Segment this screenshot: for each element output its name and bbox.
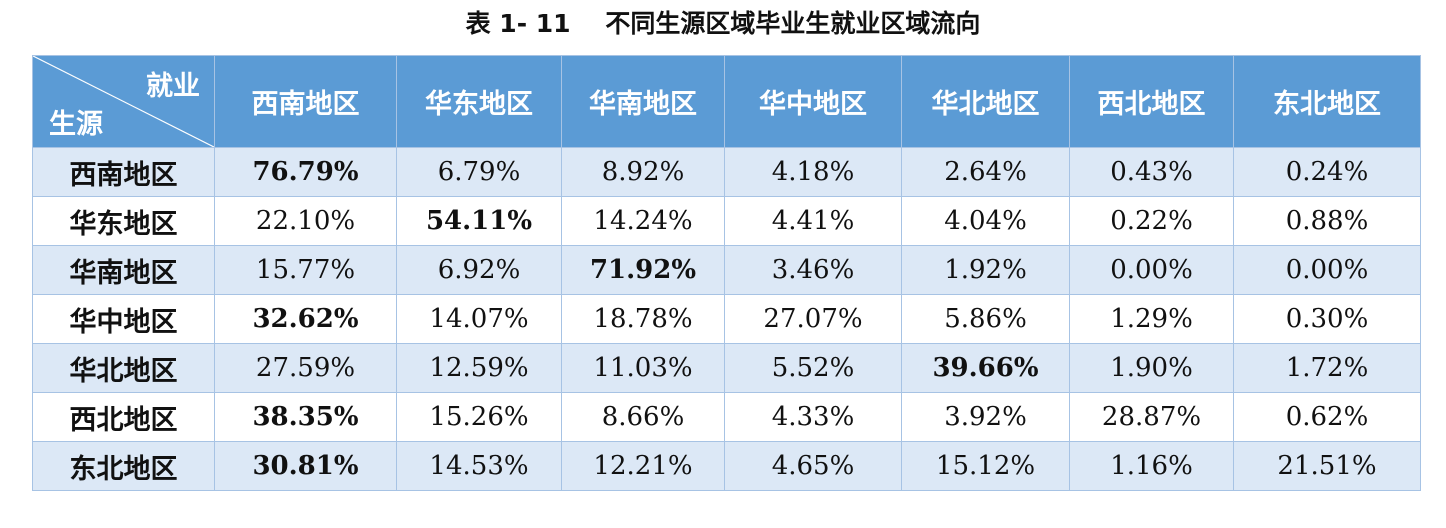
- value-cell: 18.78%: [561, 294, 725, 344]
- row-header: 华东地区: [32, 196, 215, 246]
- corner-cell: 就业 生源: [32, 55, 215, 148]
- value-cell: 14.07%: [396, 294, 562, 344]
- row-header: 西北地区: [32, 392, 215, 442]
- table-row: 西北地区 38.35% 15.26% 8.66% 4.33% 3.92% 28.87% 0.6…: [32, 392, 1421, 442]
- value-cell: 0.30%: [1233, 294, 1421, 344]
- column-header: 西南地区: [214, 55, 397, 148]
- value-cell: 8.66%: [561, 392, 725, 442]
- value-cell: 4.18%: [724, 147, 902, 197]
- value-cell: 22.10%: [214, 196, 397, 246]
- highlight-cell: 76.79%: [214, 147, 397, 197]
- highlight-cell: 38.35%: [214, 392, 397, 442]
- flow-table: 就业 生源 西南地区 华东地区 华南地区 华中地区 华北地区 西北地区 东北地区…: [32, 55, 1421, 491]
- table-row: 华东地区 22.10% 54.11% 14.24% 4.41% 4.04% 0.22% 0.8…: [32, 196, 1421, 246]
- value-cell: 5.86%: [901, 294, 1070, 344]
- highlight-cell: 30.81%: [214, 441, 397, 491]
- value-cell: 3.46%: [724, 245, 902, 295]
- table-row: 西南地区 76.79% 6.79% 8.92% 4.18% 2.64% 0.43% 0.24%: [32, 147, 1421, 197]
- value-cell: 0.22%: [1069, 196, 1234, 246]
- value-cell: 6.92%: [396, 245, 562, 295]
- column-header: 华东地区: [396, 55, 562, 148]
- column-header: 华南地区: [561, 55, 725, 148]
- value-cell: 0.62%: [1233, 392, 1421, 442]
- value-cell: 1.72%: [1233, 343, 1421, 393]
- value-cell: 4.41%: [724, 196, 902, 246]
- value-cell: 1.90%: [1069, 343, 1234, 393]
- highlight-cell: 32.62%: [214, 294, 397, 344]
- table-caption: 表 1- 11 不同生源区域毕业生就业区域流向: [465, 9, 981, 38]
- value-cell: 6.79%: [396, 147, 562, 197]
- diagonal-divider: [33, 56, 214, 147]
- table-body: 西南地区 76.79% 6.79% 8.92% 4.18% 2.64% 0.43% 0.24%…: [32, 147, 1421, 491]
- table-row: 华南地区 15.77% 6.92% 71.92% 3.46% 1.92% 0.00% 0.00…: [32, 245, 1421, 295]
- row-header: 西南地区: [32, 147, 215, 197]
- value-cell: 27.07%: [724, 294, 902, 344]
- value-cell: 1.16%: [1069, 441, 1234, 491]
- header-row: 就业 生源 西南地区 华东地区 华南地区 华中地区 华北地区 西北地区 东北地区: [32, 55, 1421, 148]
- corner-employment-label: 就业: [146, 71, 200, 102]
- value-cell: 1.29%: [1069, 294, 1234, 344]
- value-cell: 3.92%: [901, 392, 1070, 442]
- corner-source-label: 生源: [49, 109, 103, 140]
- value-cell: 0.24%: [1233, 147, 1421, 197]
- value-cell: 4.65%: [724, 441, 902, 491]
- value-cell: 0.88%: [1233, 196, 1421, 246]
- value-cell: 1.92%: [901, 245, 1070, 295]
- value-cell: 15.26%: [396, 392, 562, 442]
- value-cell: 15.77%: [214, 245, 397, 295]
- value-cell: 14.53%: [396, 441, 562, 491]
- value-cell: 0.43%: [1069, 147, 1234, 197]
- value-cell: 4.04%: [901, 196, 1070, 246]
- value-cell: 15.12%: [901, 441, 1070, 491]
- column-header: 西北地区: [1069, 55, 1234, 148]
- row-header: 华中地区: [32, 294, 215, 344]
- value-cell: 28.87%: [1069, 392, 1234, 442]
- row-header: 华北地区: [32, 343, 215, 393]
- value-cell: 0.00%: [1069, 245, 1234, 295]
- value-cell: 4.33%: [724, 392, 902, 442]
- value-cell: 11.03%: [561, 343, 725, 393]
- row-header: 华南地区: [32, 245, 215, 295]
- value-cell: 12.59%: [396, 343, 562, 393]
- value-cell: 27.59%: [214, 343, 397, 393]
- value-cell: 14.24%: [561, 196, 725, 246]
- value-cell: 21.51%: [1233, 441, 1421, 491]
- value-cell: 2.64%: [901, 147, 1070, 197]
- table-row: 华北地区 27.59% 12.59% 11.03% 5.52% 39.66% 1.90% 1.…: [32, 343, 1421, 393]
- highlight-cell: 54.11%: [396, 196, 562, 246]
- highlight-cell: 39.66%: [901, 343, 1070, 393]
- column-header: 华北地区: [901, 55, 1070, 148]
- column-header: 华中地区: [724, 55, 902, 148]
- value-cell: 5.52%: [724, 343, 902, 393]
- table-row: 东北地区 30.81% 14.53% 12.21% 4.65% 15.12% 1.16% 21…: [32, 441, 1421, 491]
- value-cell: 12.21%: [561, 441, 725, 491]
- table-row: 华中地区 32.62% 14.07% 18.78% 27.07% 5.86% 1.29% 0.…: [32, 294, 1421, 344]
- value-cell: 8.92%: [561, 147, 725, 197]
- row-header: 东北地区: [32, 441, 215, 491]
- highlight-cell: 71.92%: [561, 245, 725, 295]
- column-header: 东北地区: [1233, 55, 1421, 148]
- value-cell: 0.00%: [1233, 245, 1421, 295]
